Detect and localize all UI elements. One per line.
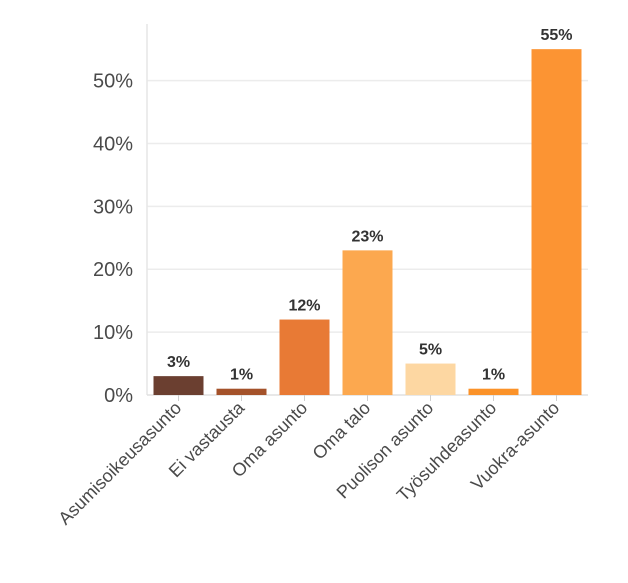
- bar-2: [279, 319, 330, 395]
- bar-0: [153, 376, 204, 395]
- data-label: 12%: [288, 298, 320, 315]
- data-label: 23%: [351, 228, 383, 245]
- y-tick-label: 50%: [93, 71, 133, 93]
- data-label: 1%: [230, 367, 253, 384]
- gridlines: [147, 79, 588, 333]
- y-tick-labels: 0% 10% 20% 30% 40% 50%: [93, 71, 133, 407]
- y-tick-label: 20%: [93, 259, 133, 281]
- bars: [153, 49, 582, 396]
- bar-4: [405, 363, 456, 395]
- y-tick-label: 40%: [93, 133, 133, 155]
- bar-5: [468, 388, 519, 395]
- data-labels: 3% 1% 12% 23% 5% 1% 55%: [167, 27, 573, 384]
- bar-1: [216, 388, 267, 395]
- data-label: 55%: [540, 27, 572, 44]
- bar-3: [342, 250, 393, 395]
- y-tick-label: 10%: [93, 322, 133, 344]
- data-label: 5%: [419, 342, 442, 359]
- data-label: 1%: [482, 367, 505, 384]
- x-tick-label: Oma talo: [309, 398, 375, 464]
- bar-6: [531, 49, 582, 396]
- y-tick-label: 30%: [93, 196, 133, 218]
- x-tick-label: Asumisoikeusasunto: [54, 398, 185, 529]
- y-tick-label: 0%: [104, 385, 133, 407]
- data-label: 3%: [167, 354, 190, 371]
